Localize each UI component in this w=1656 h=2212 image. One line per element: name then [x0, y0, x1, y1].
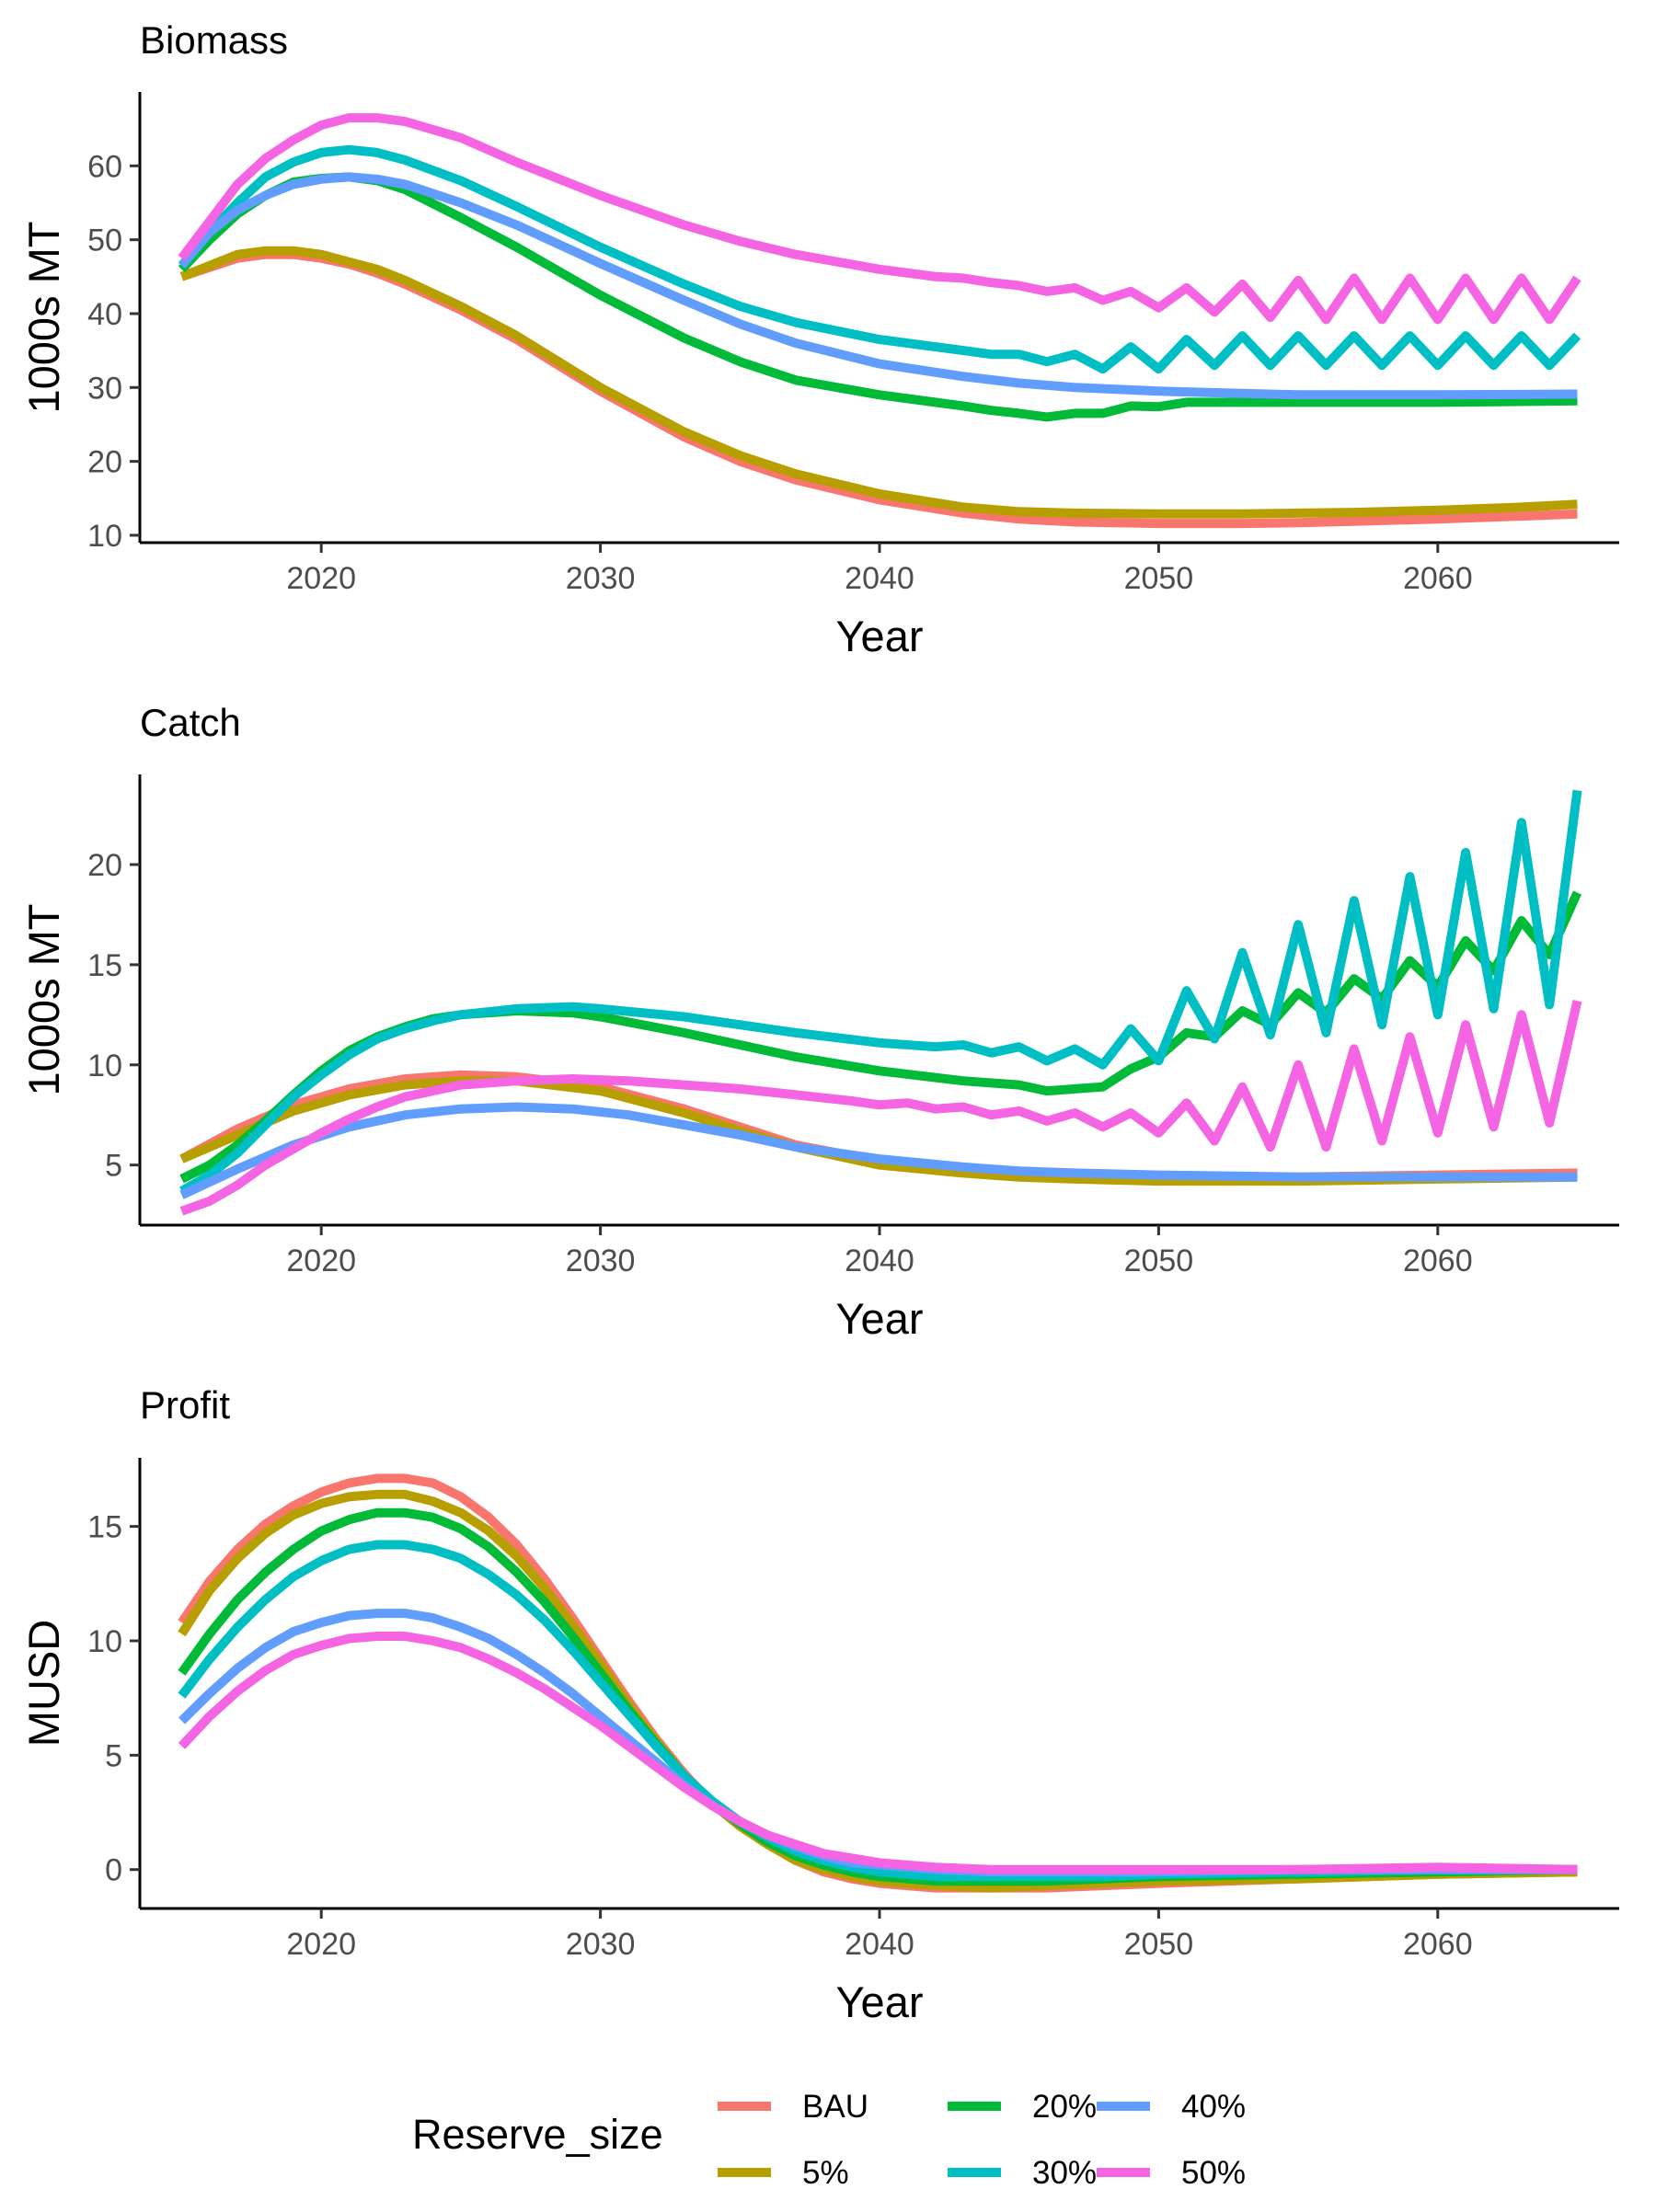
- profit-series-30pct: [178, 1540, 1578, 1882]
- legend-label-40pct: 40%: [1181, 2089, 1246, 2125]
- profit-series-group: [178, 1473, 1578, 1893]
- legend-item-30pct: 30%: [948, 2155, 1097, 2191]
- catch-panel: Catch 2020 2030 2040 2050 2060 5 10 15 20 Year 1000…: [19, 701, 1619, 1343]
- profit-y-tick-label: 15: [87, 1510, 122, 1545]
- biomass-series-40pct: [178, 172, 1578, 400]
- profit-y-tick-label: 0: [105, 1853, 122, 1888]
- biomass-x-tick-label: 2040: [845, 561, 914, 596]
- biomass-y-tick-label: 10: [87, 519, 122, 554]
- catch-x-tick-label: 2020: [286, 1244, 356, 1278]
- profit-x-tick-label: 2020: [286, 1927, 356, 1962]
- legend-item-40pct: 40%: [1097, 2089, 1246, 2125]
- profit-x-axis-label: Year: [836, 1977, 924, 2026]
- profit-series-bau: [178, 1473, 1578, 1893]
- catch-series-group: [179, 789, 1582, 1216]
- biomass-y-tick-label: 50: [87, 223, 122, 258]
- profit-x-tick-label: 2060: [1403, 1927, 1473, 1962]
- legend-item-20pct: 20%: [948, 2089, 1097, 2125]
- profit-y-axis-label: MUSD: [19, 1620, 68, 1747]
- catch-title: Catch: [140, 701, 241, 744]
- biomass-x-tick-label: 2060: [1403, 561, 1473, 596]
- catch-x-tick-label: 2030: [566, 1244, 636, 1278]
- profit-panel: Profit 2020 2030 2040 2050 2060 0 5 10 15 Year MUSD: [19, 1383, 1619, 2026]
- biomass-title: Biomass: [140, 18, 288, 62]
- catch-x-tick-label: 2040: [845, 1244, 914, 1278]
- catch-y-tick-label: 5: [105, 1149, 122, 1184]
- legend-label-5pct: 5%: [802, 2155, 849, 2191]
- legend-label-20pct: 20%: [1032, 2089, 1097, 2125]
- legend-item-bau: BAU: [718, 2089, 868, 2125]
- profit-x-tick-label: 2040: [845, 1927, 914, 1962]
- profit-y-tick-label: 10: [87, 1624, 122, 1659]
- catch-x-tick-label: 2060: [1403, 1244, 1473, 1278]
- profit-series-40pct: [178, 1609, 1578, 1877]
- catch-x-axis-label: Year: [836, 1294, 924, 1343]
- profit-series-20pct: [178, 1507, 1578, 1886]
- catch-series-50pct: [179, 999, 1582, 1216]
- profit-series-5pct: [178, 1489, 1578, 1893]
- catch-y-axis-label: 1000s MT: [19, 904, 68, 1096]
- biomass-x-tick-label: 2020: [286, 561, 356, 596]
- biomass-x-axis-label: Year: [836, 612, 924, 660]
- legend-title: Reserve_size: [412, 2111, 663, 2158]
- profit-series-50pct: [178, 1632, 1578, 1874]
- catch-y-tick-label: 10: [87, 1049, 122, 1083]
- legend-label-bau: BAU: [802, 2089, 868, 2125]
- biomass-y-axis-label: 1000s MT: [19, 222, 68, 414]
- legend-label-30pct: 30%: [1032, 2155, 1097, 2191]
- biomass-series-group: [178, 113, 1581, 529]
- biomass-series-30pct: [178, 144, 1581, 374]
- profit-x-tick-label: 2030: [566, 1927, 636, 1962]
- biomass-series-5pct: [179, 246, 1578, 519]
- catch-x-tick-label: 2050: [1124, 1244, 1194, 1278]
- legend-label-50pct: 50%: [1181, 2155, 1246, 2191]
- biomass-x-tick-label: 2030: [566, 561, 636, 596]
- profit-title: Profit: [140, 1383, 230, 1427]
- legend-item-50pct: 50%: [1097, 2155, 1246, 2191]
- legend-item-5pct: 5%: [718, 2155, 849, 2191]
- catch-y-tick-label: 20: [87, 848, 122, 883]
- catch-series-40pct: [179, 1102, 1578, 1199]
- catch-series-30pct: [179, 789, 1582, 1196]
- biomass-y-tick-label: 40: [87, 297, 122, 332]
- profit-x-tick-label: 2050: [1124, 1927, 1194, 1962]
- legend: Reserve_size BAU 5% 20% 30% 40% 50%: [412, 2089, 1246, 2191]
- profit-y-tick-label: 5: [105, 1738, 122, 1773]
- biomass-y-tick-label: 30: [87, 371, 122, 406]
- biomass-x-tick-label: 2050: [1124, 561, 1194, 596]
- biomass-series-50pct: [178, 113, 1581, 325]
- biomass-y-tick-label: 60: [87, 149, 122, 184]
- catch-y-tick-label: 15: [87, 948, 122, 983]
- biomass-y-tick-label: 20: [87, 445, 122, 480]
